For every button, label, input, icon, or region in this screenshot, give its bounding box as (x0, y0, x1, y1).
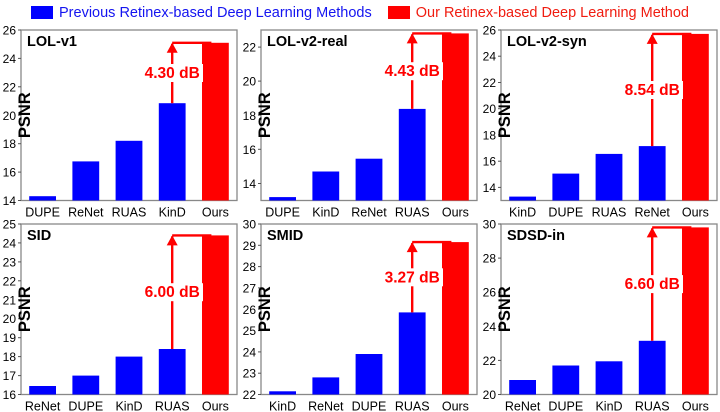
svg-text:RUAS: RUAS (635, 399, 670, 412)
svg-text:PSNR: PSNR (256, 286, 274, 332)
svg-text:22: 22 (483, 353, 497, 367)
svg-text:Ours: Ours (202, 399, 229, 412)
svg-text:ReNet: ReNet (68, 206, 104, 219)
svg-text:PSNR: PSNR (16, 286, 34, 332)
svg-text:21: 21 (3, 293, 17, 307)
svg-text:DUPE: DUPE (265, 206, 300, 219)
svg-text:DUPE: DUPE (548, 206, 583, 219)
svg-text:Ours: Ours (442, 206, 469, 219)
svg-text:PSNR: PSNR (496, 286, 514, 332)
svg-text:19: 19 (3, 331, 17, 345)
svg-text:23: 23 (3, 255, 17, 269)
svg-text:20: 20 (243, 75, 257, 89)
svg-text:23: 23 (243, 366, 257, 380)
svg-text:26: 26 (243, 302, 257, 316)
svg-text:KinD: KinD (115, 399, 142, 412)
svg-text:16: 16 (3, 166, 17, 180)
svg-text:17: 17 (3, 369, 17, 383)
svg-text:20: 20 (3, 312, 17, 326)
svg-text:PSNR: PSNR (496, 92, 514, 138)
svg-text:24: 24 (483, 50, 497, 64)
svg-text:ReNet: ReNet (634, 206, 670, 219)
svg-text:25: 25 (3, 219, 17, 232)
svg-text:SMID: SMID (267, 228, 303, 244)
svg-text:LOL-v2-real: LOL-v2-real (267, 34, 348, 50)
svg-text:RUAS: RUAS (112, 206, 147, 219)
svg-text:26: 26 (483, 25, 497, 38)
svg-text:ReNet: ReNet (351, 206, 387, 219)
svg-text:22: 22 (243, 41, 257, 55)
svg-text:22: 22 (483, 76, 497, 90)
svg-text:KinD: KinD (595, 399, 622, 412)
svg-text:RUAS: RUAS (395, 399, 430, 412)
svg-text:24: 24 (243, 345, 257, 359)
svg-text:30: 30 (483, 219, 497, 232)
svg-text:ReNet: ReNet (308, 399, 344, 412)
svg-text:22: 22 (243, 388, 257, 402)
svg-text:25: 25 (243, 324, 257, 338)
svg-text:18: 18 (483, 128, 497, 142)
svg-text:14: 14 (3, 194, 17, 208)
svg-text:3.27 dB: 3.27 dB (385, 269, 440, 286)
svg-text:PSNR: PSNR (16, 92, 34, 138)
svg-text:KinD: KinD (269, 399, 296, 412)
svg-text:LOL-v2-syn: LOL-v2-syn (507, 34, 587, 50)
svg-text:RUAS: RUAS (155, 399, 190, 412)
svg-text:14: 14 (483, 181, 497, 195)
svg-text:PSNR: PSNR (256, 92, 274, 138)
svg-text:DUPE: DUPE (68, 399, 103, 412)
svg-text:Ours: Ours (442, 399, 469, 412)
svg-text:16: 16 (243, 143, 257, 157)
svg-text:Ours: Ours (682, 206, 709, 219)
svg-text:29: 29 (243, 238, 257, 252)
svg-text:KinD: KinD (509, 206, 536, 219)
svg-text:DUPE: DUPE (25, 206, 60, 219)
svg-text:16: 16 (483, 155, 497, 169)
svg-text:20: 20 (3, 109, 17, 123)
svg-text:27: 27 (243, 281, 257, 295)
svg-text:ReNet: ReNet (25, 399, 61, 412)
svg-text:20: 20 (483, 102, 497, 116)
svg-text:8.54 dB: 8.54 dB (625, 82, 680, 99)
svg-text:4.43 dB: 4.43 dB (385, 63, 440, 80)
svg-text:14: 14 (243, 177, 257, 191)
svg-text:LOL-v1: LOL-v1 (27, 34, 77, 50)
svg-text:RUAS: RUAS (592, 206, 627, 219)
svg-text:SID: SID (27, 228, 51, 244)
svg-text:30: 30 (243, 219, 257, 232)
svg-text:24: 24 (483, 319, 497, 333)
svg-text:18: 18 (3, 137, 17, 151)
svg-text:26: 26 (483, 285, 497, 299)
svg-text:Ours: Ours (202, 206, 229, 219)
svg-text:6.60 dB: 6.60 dB (625, 276, 680, 293)
svg-text:SDSD-in: SDSD-in (507, 228, 565, 244)
svg-text:6.00 dB: 6.00 dB (145, 284, 200, 301)
svg-text:22: 22 (3, 80, 17, 94)
svg-text:26: 26 (3, 25, 17, 38)
svg-text:22: 22 (3, 274, 17, 288)
svg-text:16: 16 (3, 388, 17, 402)
svg-text:DUPE: DUPE (352, 399, 387, 412)
svg-text:20: 20 (483, 388, 497, 402)
svg-text:Ours: Ours (682, 399, 709, 412)
svg-text:KinD: KinD (159, 206, 186, 219)
svg-text:RUAS: RUAS (395, 206, 430, 219)
svg-text:24: 24 (3, 236, 17, 250)
svg-text:4.30 dB: 4.30 dB (145, 65, 200, 82)
svg-text:KinD: KinD (312, 206, 339, 219)
svg-text:28: 28 (483, 251, 497, 265)
svg-text:28: 28 (243, 260, 257, 274)
svg-text:DUPE: DUPE (548, 399, 583, 412)
svg-text:ReNet: ReNet (505, 399, 541, 412)
svg-text:18: 18 (243, 109, 257, 123)
svg-text:18: 18 (3, 350, 17, 364)
svg-text:24: 24 (3, 52, 17, 66)
